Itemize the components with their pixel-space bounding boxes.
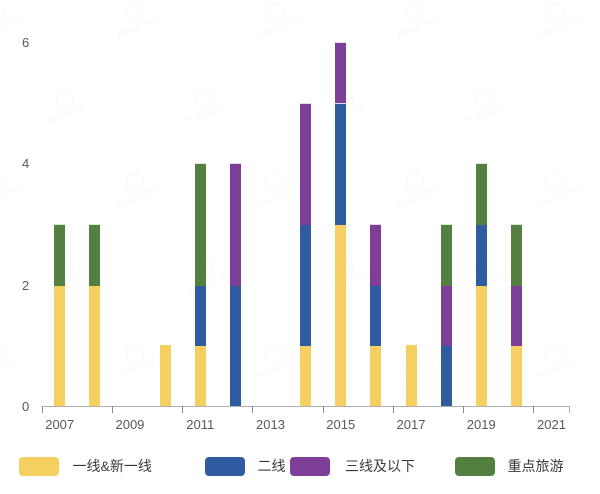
- svg-text:前瞻经济学人: 前瞻经济学人: [325, 268, 376, 297]
- svg-text:前瞻经济学人: 前瞻经济学人: [115, 13, 166, 42]
- svg-text:前瞻经济学人: 前瞻经济学人: [185, 98, 236, 127]
- svg-text:前瞻经济学人: 前瞻经济学人: [0, 353, 27, 382]
- svg-text:前瞻经济学人: 前瞻经济学人: [255, 183, 306, 212]
- svg-text:前瞻经济学人: 前瞻经济学人: [255, 353, 306, 382]
- svg-text:前瞻经济学人: 前瞻经济学人: [395, 13, 446, 42]
- svg-text:前瞻经济学人: 前瞻经济学人: [0, 183, 27, 212]
- svg-text:前瞻经济学人: 前瞻经济学人: [185, 268, 236, 297]
- svg-text:前瞻经济学人: 前瞻经济学人: [465, 268, 516, 297]
- svg-text:前瞻经济学人: 前瞻经济学人: [465, 98, 516, 127]
- svg-text:前瞻经济学人: 前瞻经济学人: [395, 353, 446, 382]
- svg-text:前瞻经济学人: 前瞻经济学人: [395, 183, 446, 212]
- svg-text:前瞻经济学人: 前瞻经济学人: [255, 13, 306, 42]
- svg-text:前瞻经济学人: 前瞻经济学人: [535, 353, 586, 382]
- svg-text:前瞻经济学人: 前瞻经济学人: [535, 13, 586, 42]
- svg-text:前瞻经济学人: 前瞻经济学人: [325, 98, 376, 127]
- svg-text:前瞻经济学人: 前瞻经济学人: [45, 98, 96, 127]
- svg-text:前瞻经济学人: 前瞻经济学人: [535, 183, 586, 212]
- svg-text:前瞻经济学人: 前瞻经济学人: [115, 183, 166, 212]
